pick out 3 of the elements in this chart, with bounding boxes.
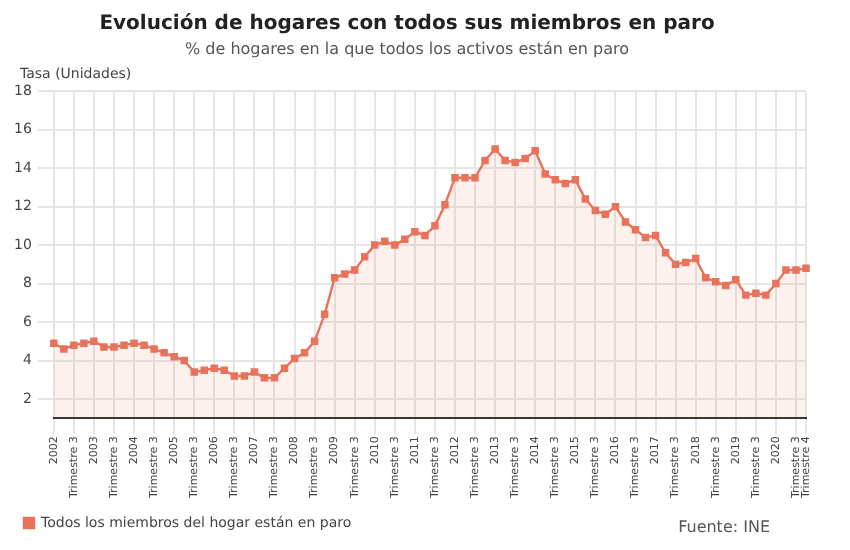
source-note: Fuente: INE (678, 518, 770, 536)
chart-subtitle: % de hogares en la que todos los activos están en paro (184, 39, 630, 58)
chart-title: Evolución de hogares con todos sus miembros en paro (99, 13, 715, 36)
